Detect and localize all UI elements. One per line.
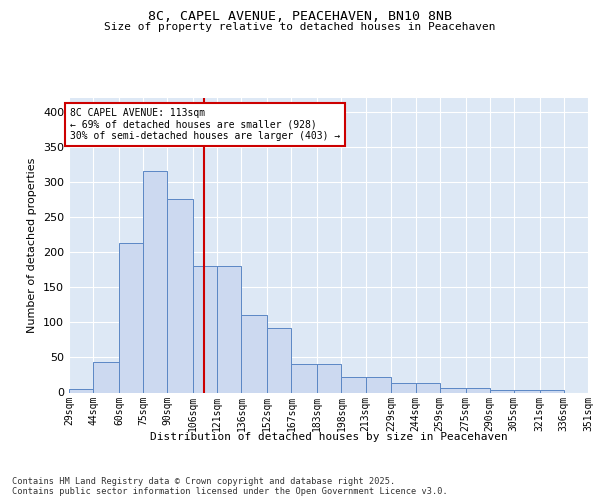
Bar [391,382,416,392]
Bar [365,377,391,392]
Bar [539,390,564,392]
Bar [490,390,514,392]
Bar [341,377,365,392]
Bar [440,388,466,392]
Bar [143,171,167,392]
Bar [514,390,539,392]
Text: Contains HM Land Registry data © Crown copyright and database right 2025.
Contai: Contains HM Land Registry data © Crown c… [12,476,448,496]
Bar [292,364,317,392]
Text: 8C CAPEL AVENUE: 113sqm
← 69% of detached houses are smaller (928)
30% of semi-d: 8C CAPEL AVENUE: 113sqm ← 69% of detache… [70,108,340,141]
Bar [217,266,241,392]
Text: Size of property relative to detached houses in Peacehaven: Size of property relative to detached ho… [104,22,496,32]
Text: Distribution of detached houses by size in Peacehaven: Distribution of detached houses by size … [150,432,508,442]
Text: 8C, CAPEL AVENUE, PEACEHAVEN, BN10 8NB: 8C, CAPEL AVENUE, PEACEHAVEN, BN10 8NB [148,10,452,23]
Bar [416,382,440,392]
Bar [466,388,490,392]
Bar [317,364,341,392]
Bar [69,389,93,392]
Bar [241,315,267,392]
Bar [267,328,292,392]
Y-axis label: Number of detached properties: Number of detached properties [28,158,37,332]
Bar [167,200,193,392]
Bar [193,266,217,392]
Bar [93,362,119,392]
Bar [119,243,143,392]
